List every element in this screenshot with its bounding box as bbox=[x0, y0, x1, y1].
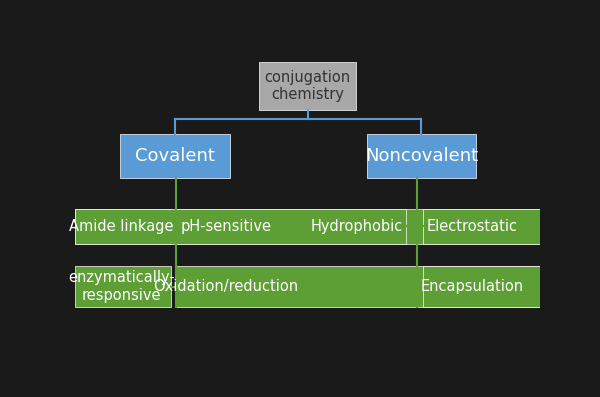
FancyBboxPatch shape bbox=[75, 209, 406, 244]
Text: Noncovalent: Noncovalent bbox=[365, 147, 478, 165]
Text: Hydrophobic: Hydrophobic bbox=[310, 219, 403, 234]
FancyBboxPatch shape bbox=[422, 266, 540, 307]
FancyBboxPatch shape bbox=[121, 134, 230, 178]
FancyBboxPatch shape bbox=[259, 62, 356, 110]
Text: Amide linkage: Amide linkage bbox=[69, 219, 174, 234]
FancyBboxPatch shape bbox=[176, 209, 540, 244]
FancyBboxPatch shape bbox=[75, 266, 172, 307]
FancyBboxPatch shape bbox=[422, 209, 540, 244]
FancyBboxPatch shape bbox=[176, 266, 540, 307]
Text: conjugation
chemistry: conjugation chemistry bbox=[265, 69, 350, 102]
FancyBboxPatch shape bbox=[75, 209, 172, 244]
FancyBboxPatch shape bbox=[367, 134, 476, 178]
Text: Oxidation/reduction: Oxidation/reduction bbox=[154, 279, 299, 294]
Text: Electrostatic: Electrostatic bbox=[427, 219, 518, 234]
Text: pH-sensitive: pH-sensitive bbox=[181, 219, 272, 234]
Text: Covalent: Covalent bbox=[135, 147, 215, 165]
Text: enzymatically-
responsive: enzymatically- responsive bbox=[68, 270, 175, 303]
Text: Encapsulation: Encapsulation bbox=[421, 279, 524, 294]
